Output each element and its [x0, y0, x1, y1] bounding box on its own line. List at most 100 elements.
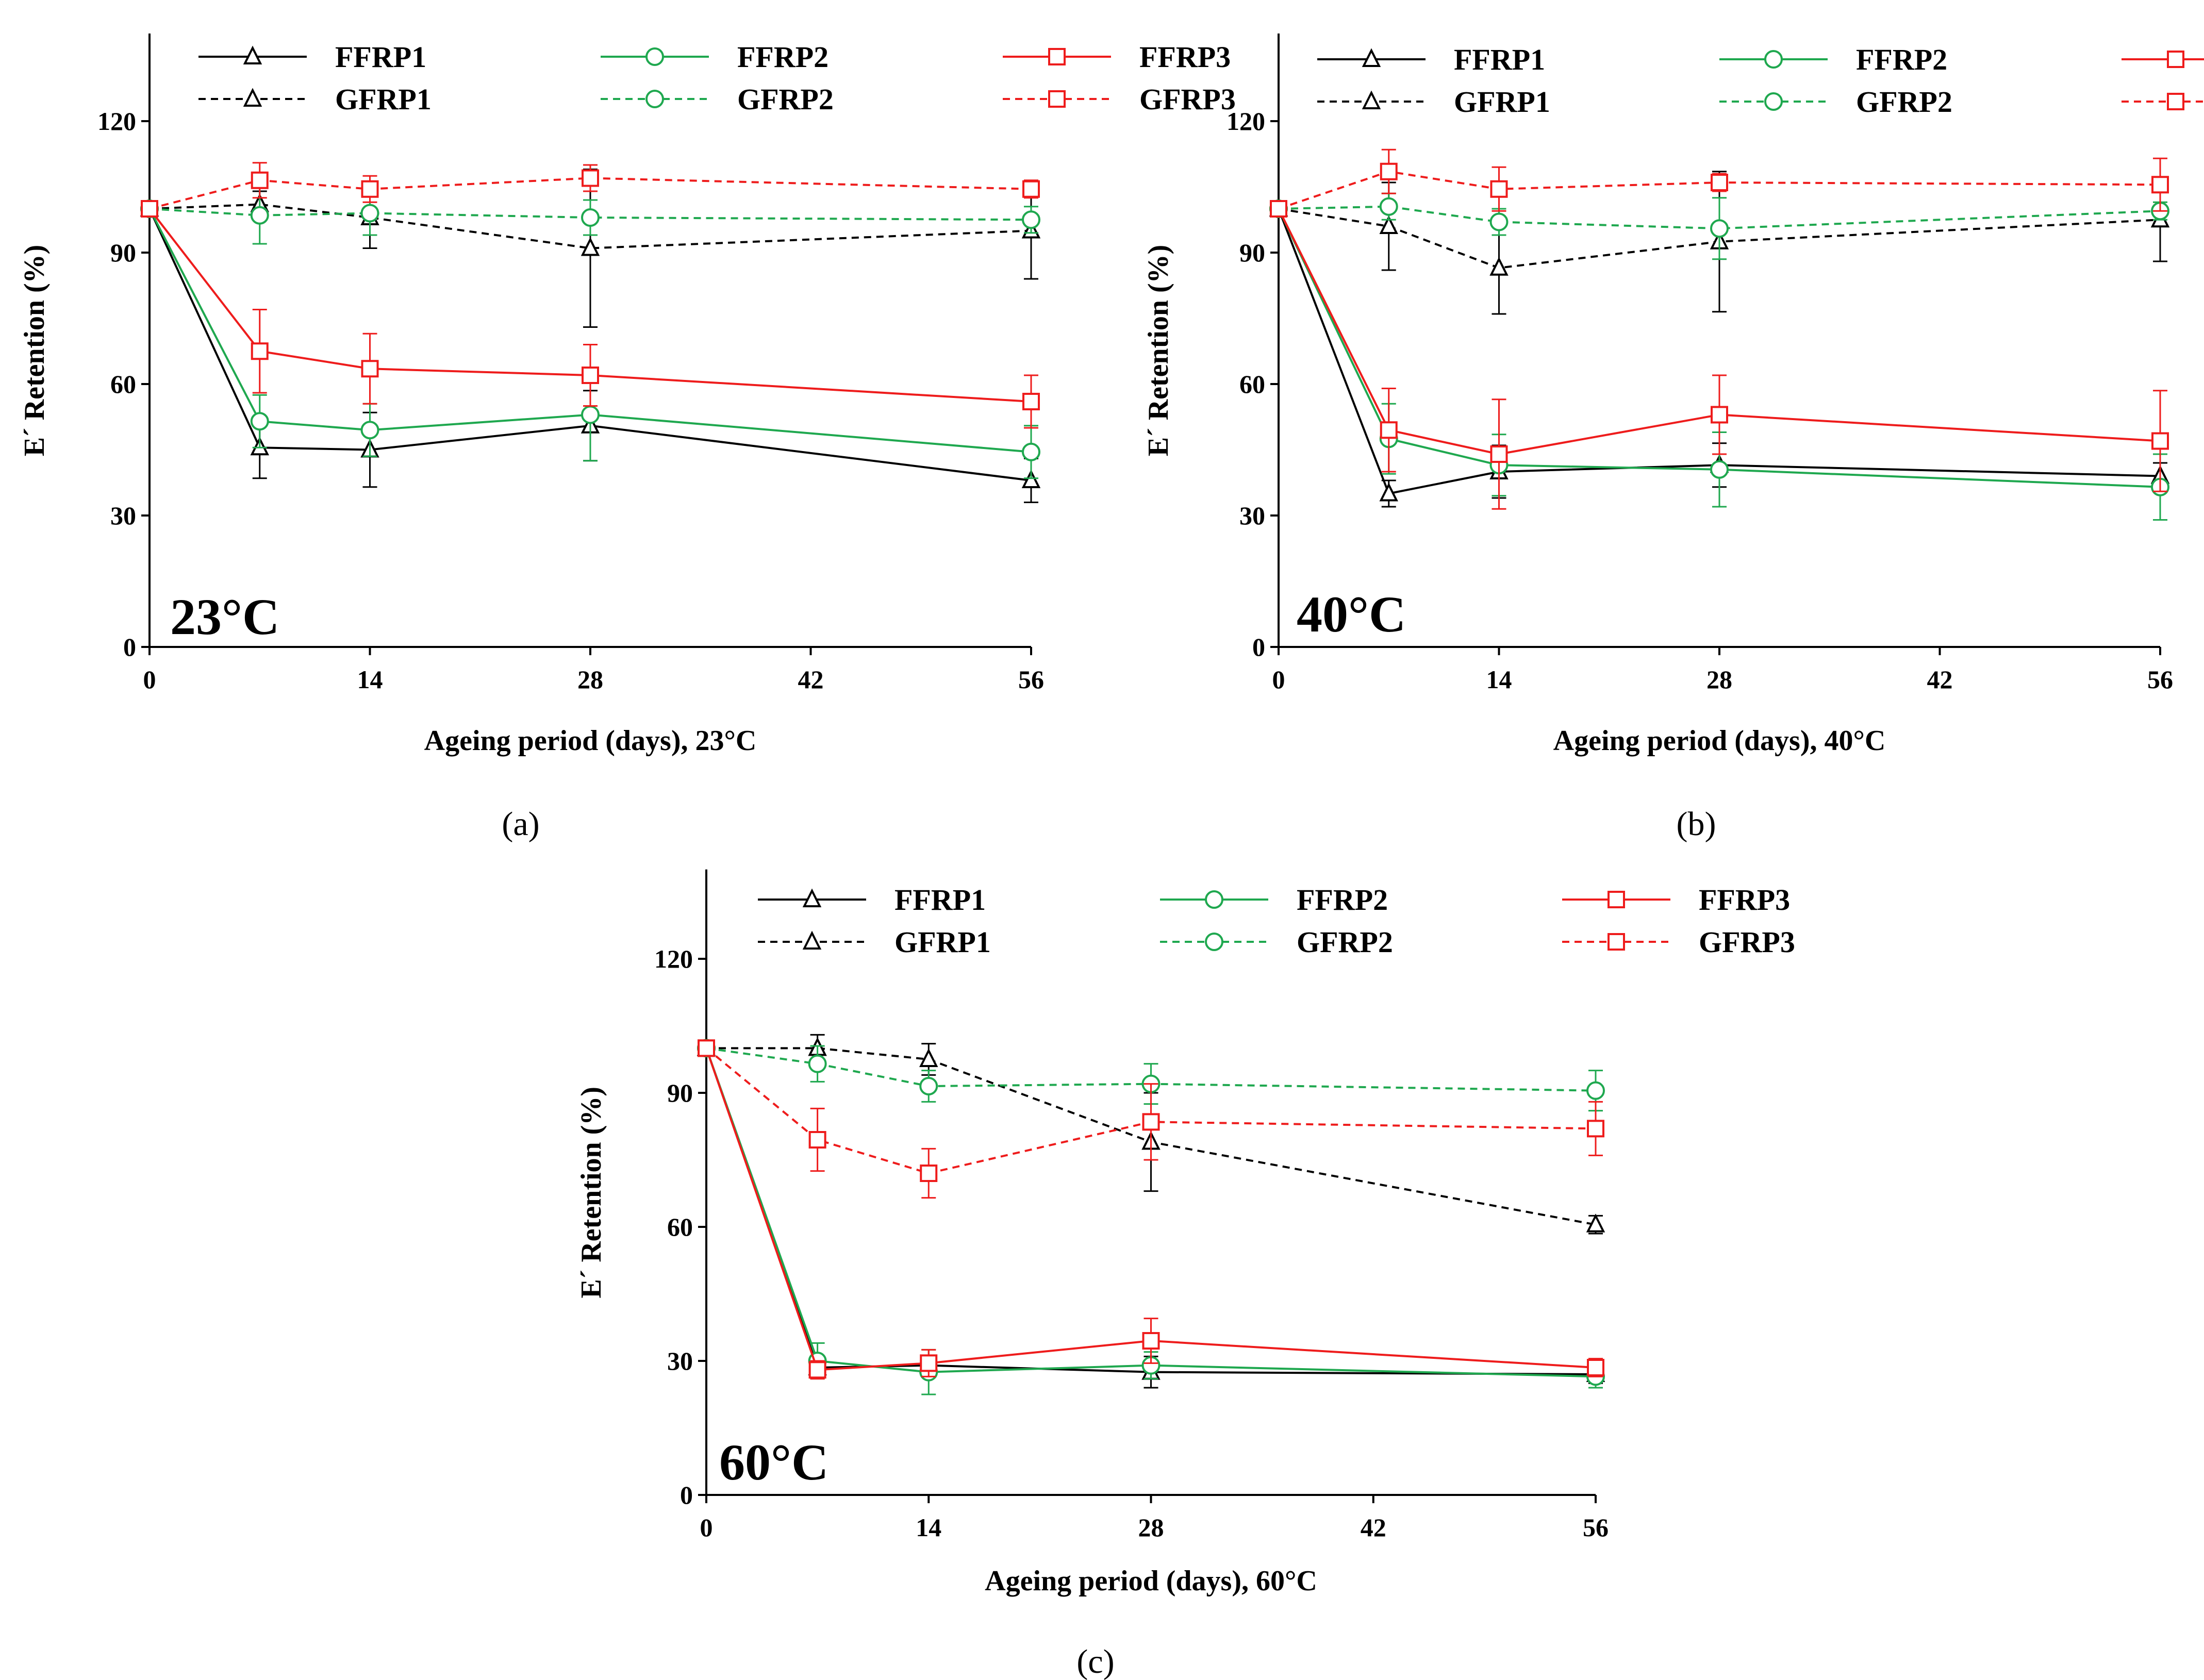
- data-point: [1379, 197, 1398, 216]
- y-tick-label: 30: [1239, 501, 1265, 530]
- legend-marker: [243, 88, 262, 107]
- y-tick-label: 30: [667, 1346, 693, 1375]
- x-tick-label: 0: [143, 665, 156, 694]
- data-point: [1380, 162, 1398, 180]
- data-point: [2151, 432, 2169, 450]
- data-point: [1711, 406, 1728, 424]
- data-point: [1710, 460, 1729, 479]
- data-point: [251, 171, 269, 189]
- y-tick-label: 30: [110, 501, 136, 530]
- data-point: [919, 1077, 938, 1095]
- y-tick-label: 90: [1239, 238, 1265, 267]
- data-point: [1022, 393, 1040, 410]
- data-point: [1021, 469, 1041, 488]
- legend-label: GFRP1: [894, 925, 991, 959]
- data-point: [1490, 445, 1508, 463]
- y-tick-label: 60: [667, 1212, 693, 1241]
- data-point: [1490, 180, 1508, 198]
- y-tick-label: 90: [667, 1078, 693, 1107]
- legend-marker: [2167, 93, 2184, 110]
- data-point: [1710, 219, 1729, 238]
- data-point: [1587, 1120, 1604, 1138]
- legend-label: FFRP1: [1454, 43, 1545, 76]
- x-tick-label: 28: [1706, 665, 1732, 694]
- legend-marker: [1362, 48, 1381, 67]
- data-point: [582, 367, 599, 384]
- data-point: [698, 1039, 715, 1057]
- legend-label: FFRP2: [1856, 43, 1947, 76]
- legend-label: GFRP3: [1139, 82, 1236, 116]
- data-point: [141, 200, 158, 218]
- x-tick-label: 28: [577, 665, 603, 694]
- legend-marker: [1764, 50, 1783, 69]
- legend-label: FFRP3: [1139, 40, 1231, 74]
- y-axis-title: E´ Retention (%): [19, 245, 51, 457]
- panel-caption: (b): [1677, 805, 1716, 843]
- series-gfrp3: [141, 162, 1040, 218]
- legend-label: GFRP2: [1297, 925, 1393, 959]
- legend-marker: [1764, 92, 1783, 111]
- legend-marker: [1205, 890, 1223, 909]
- y-tick-label: 120: [97, 107, 136, 136]
- data-point: [1587, 1359, 1604, 1376]
- legend-marker: [645, 90, 664, 108]
- data-point: [250, 206, 269, 225]
- data-point: [1586, 1081, 1605, 1100]
- legend-marker: [645, 47, 664, 66]
- x-tick-label: 42: [1927, 665, 1953, 694]
- data-point: [1022, 180, 1040, 198]
- x-tick-label: 56: [1583, 1513, 1609, 1542]
- temperature-label: 60°C: [719, 1434, 828, 1491]
- legend-label: GFRP2: [737, 82, 834, 116]
- panel-caption: (a): [502, 805, 539, 843]
- x-tick-label: 14: [1486, 665, 1512, 694]
- data-point: [251, 342, 269, 360]
- data-point: [581, 237, 600, 256]
- temperature-label: 23°C: [170, 588, 279, 645]
- data-point: [920, 1165, 938, 1182]
- chart-b: 0 30 60 90 120 0 14 28 42 56 Ageing period (days),…: [1142, 34, 2204, 843]
- legend-marker: [243, 45, 262, 64]
- x-axis-title: Ageing period (days), 23°C: [424, 725, 757, 757]
- legend-label: FFRP2: [737, 40, 828, 74]
- data-point: [1586, 1213, 1605, 1233]
- y-axis-title: E´ Retention (%): [1142, 245, 1174, 457]
- x-tick-label: 28: [1138, 1513, 1164, 1542]
- legend-marker: [1048, 48, 1066, 65]
- data-point: [1379, 215, 1398, 234]
- data-point: [808, 1054, 827, 1073]
- series-gfrp3: [1270, 148, 2169, 218]
- legend-marker: [1608, 933, 1625, 951]
- legend-marker: [2167, 51, 2184, 68]
- data-point: [920, 1354, 938, 1372]
- series-ffrp3: [1270, 200, 2169, 510]
- data-point: [360, 204, 379, 223]
- x-tick-label: 42: [798, 665, 824, 694]
- x-tick-label: 14: [357, 665, 383, 694]
- data-point: [1489, 257, 1509, 276]
- series-line: [149, 208, 1032, 221]
- x-tick-label: 56: [2147, 665, 2173, 694]
- data-point: [1022, 442, 1040, 461]
- legend-marker: [1362, 90, 1381, 109]
- y-tick-label: 0: [680, 1481, 693, 1509]
- panel-caption: (c): [1076, 1643, 1114, 1680]
- data-point: [1142, 1332, 1160, 1350]
- data-point: [1379, 483, 1398, 502]
- legend: FFRP1 FFRP2 FFRP3 GFRP1 GFRP2 GFRP3: [758, 883, 1795, 959]
- y-tick-label: 90: [110, 238, 136, 267]
- legend-label: GFRP3: [1699, 925, 1795, 959]
- legend-marker: [802, 930, 822, 950]
- x-axis-title: Ageing period (days), 60°C: [985, 1565, 1317, 1597]
- legend-marker: [1608, 891, 1625, 908]
- series-gfrp1: [140, 169, 1041, 328]
- data-point: [360, 421, 379, 440]
- y-tick-label: 120: [654, 944, 693, 973]
- data-point: [250, 412, 269, 431]
- legend-label: FFRP2: [1297, 883, 1388, 917]
- y-tick-label: 60: [1239, 370, 1265, 398]
- x-tick-label: 42: [1361, 1513, 1386, 1542]
- x-tick-label: 0: [700, 1513, 713, 1542]
- y-tick-label: 120: [1227, 107, 1265, 136]
